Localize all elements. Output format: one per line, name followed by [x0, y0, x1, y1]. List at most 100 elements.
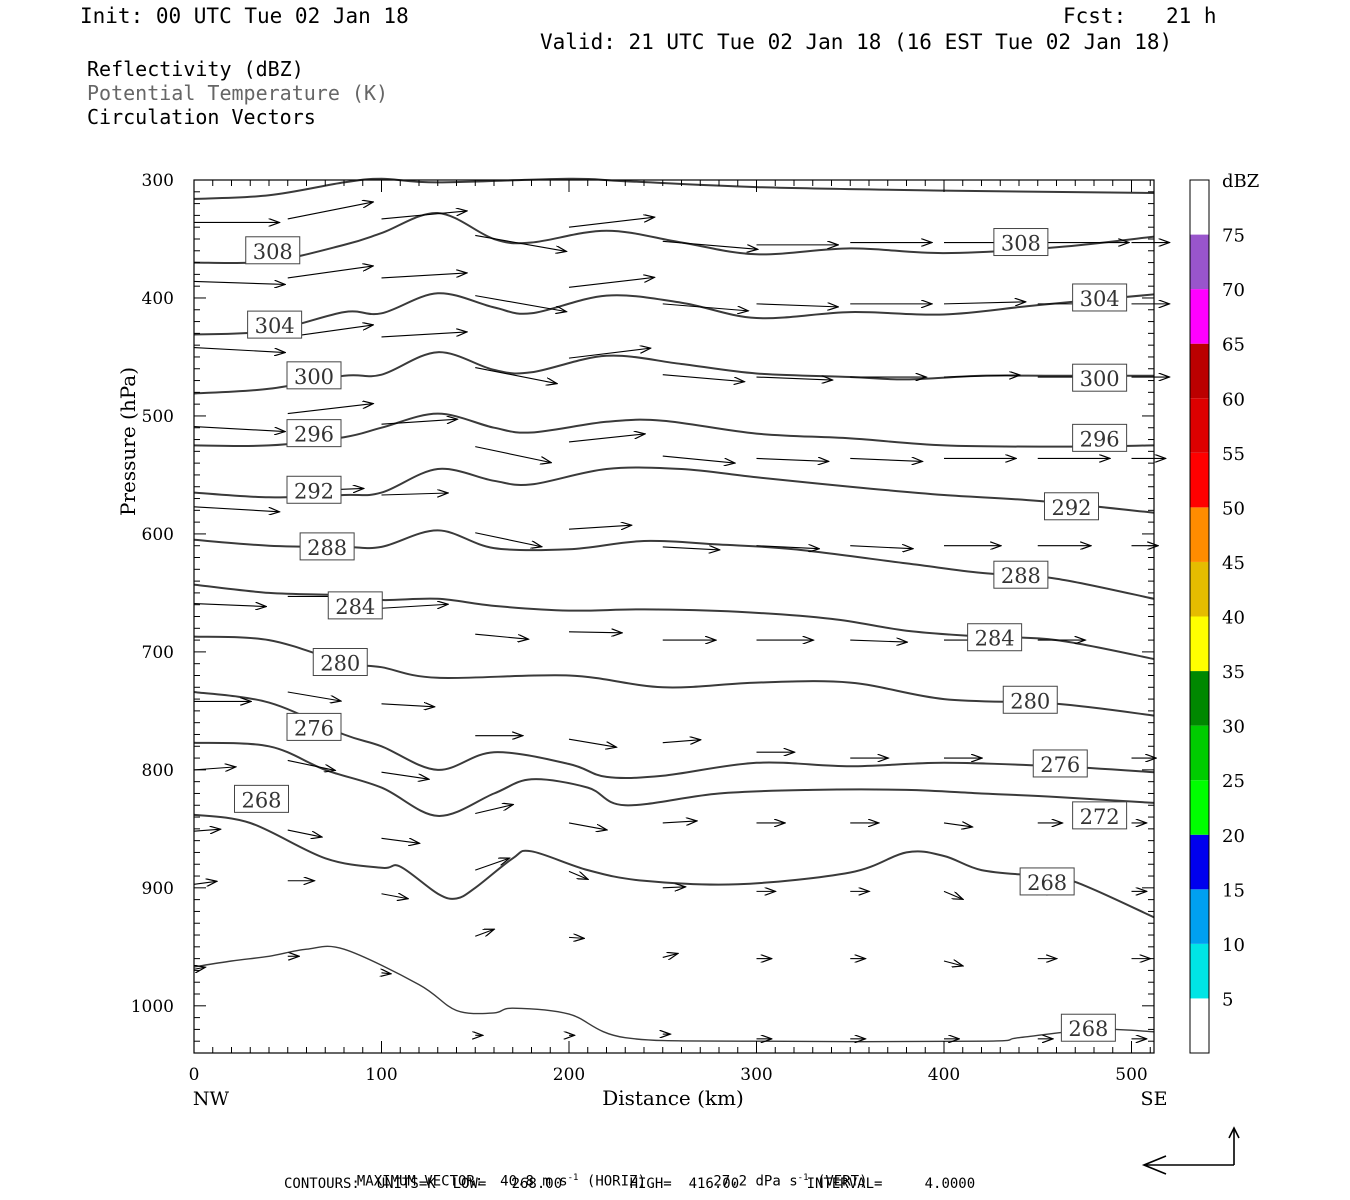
contour-label: 300 — [294, 365, 334, 389]
contour-label-box — [286, 419, 342, 448]
x-tick-label: 0 — [189, 1065, 200, 1085]
circulation-vector — [475, 367, 557, 384]
contour-label: 268 — [1068, 1017, 1108, 1041]
circulation-vector — [568, 525, 632, 529]
colorbar-tick-label: 20 — [1222, 826, 1245, 847]
circulation-vector — [943, 823, 973, 827]
contour-label-box — [993, 560, 1049, 589]
vert-unit-exponent: -1 — [797, 1173, 809, 1183]
colorbar-tick-label: 30 — [1222, 717, 1245, 738]
colorbar-segment — [1190, 507, 1209, 562]
x-end-label-right: SE — [1141, 1088, 1168, 1110]
y-tick-label: 400 — [142, 289, 174, 309]
circulation-vector — [475, 858, 509, 871]
circulation-vector — [287, 759, 336, 770]
x-axis-label: Distance (km) — [602, 1086, 744, 1110]
colorbar-segment — [1190, 452, 1209, 508]
y-tick-label: 1000 — [131, 997, 174, 1017]
contour-label: 284 — [975, 627, 1015, 651]
forecast-hour: 21 h — [1166, 4, 1217, 28]
isentrope-line — [193, 741, 1155, 817]
circulation-vector — [475, 805, 513, 815]
circulation-vector — [193, 346, 285, 353]
contour-label-box — [1044, 492, 1099, 521]
max-vector-label: MAXIMUM VECTOR: — [356, 1173, 484, 1190]
circulation-vector — [381, 604, 449, 608]
circulation-vector — [662, 547, 720, 550]
circulation-vector — [194, 967, 205, 969]
contour-label: 284 — [335, 595, 375, 619]
circulation-vector — [287, 404, 374, 415]
circulation-vector — [381, 894, 409, 899]
circulation-vector — [475, 929, 494, 936]
contour-label-box — [286, 475, 342, 504]
circulation-vector — [662, 455, 735, 463]
y-tick-label: 900 — [142, 879, 174, 899]
x-tick-label: 100 — [365, 1065, 397, 1085]
isentrope-line — [193, 945, 1155, 1043]
contour-label: 268 — [1027, 871, 1067, 895]
circulation-vector — [568, 870, 588, 879]
circulation-vector — [568, 822, 607, 830]
colorbar-segment — [1190, 561, 1209, 617]
x-end-label-left: NW — [193, 1088, 230, 1110]
colorbar-tick-label: 15 — [1222, 880, 1245, 901]
colorbar-segment — [1190, 834, 1209, 890]
contour-label-box — [299, 532, 355, 561]
circulation-vector — [381, 211, 468, 220]
contour-label: 304 — [255, 314, 295, 338]
colorbar-tick-label: 40 — [1222, 608, 1245, 629]
contour-label: 296 — [294, 423, 334, 447]
circulation-vector — [475, 234, 566, 251]
isentrope-line — [193, 177, 1155, 200]
colorbar-segment — [1190, 398, 1209, 453]
circulation-vector — [756, 546, 820, 549]
colorbar-tick-label: 45 — [1222, 553, 1245, 574]
horiz-unit-exponent: -1 — [567, 1173, 579, 1183]
max-vector-horiz-value: 40.8 — [500, 1173, 534, 1190]
isentrope-line — [193, 691, 1155, 780]
colorbar-segment — [1190, 780, 1209, 835]
circulation-vector — [475, 633, 528, 639]
circulation-vector — [662, 240, 758, 249]
circulation-vector — [287, 266, 374, 279]
valid-time: Valid: 21 UTC Tue 02 Jan 18 (16 EST Tue … — [540, 30, 1173, 54]
colorbar-tick-label: 60 — [1222, 389, 1245, 410]
circulation-vector — [662, 303, 749, 311]
contour-label: 304 — [1080, 287, 1120, 311]
reference-vector-icon — [1141, 1126, 1240, 1175]
y-tick-label: 600 — [142, 525, 174, 545]
field-circulation-vectors: Circulation Vectors — [87, 105, 316, 129]
forecast-label: Fcst: — [1063, 4, 1127, 28]
contour-label-box — [967, 623, 1023, 652]
y-tick-label: 800 — [142, 761, 174, 781]
circulation-vector — [381, 419, 458, 425]
contour-label-box — [1019, 867, 1075, 896]
circulation-vector — [193, 281, 285, 284]
circulation-vector — [287, 691, 341, 701]
colorbar-segment — [1190, 943, 1209, 999]
circulation-vector — [382, 973, 392, 974]
circulation-vector — [193, 881, 217, 884]
colorbar-tick-label: 75 — [1222, 226, 1245, 247]
isentrope-line — [193, 412, 1155, 448]
contours-info: CONTOURS: UNITS=K LOW= 268.00 HIGH= 416.… — [284, 1176, 976, 1192]
contour-label: 288 — [307, 536, 347, 560]
contour-label-box — [234, 784, 289, 813]
colorbar-tick-label: 65 — [1222, 335, 1245, 356]
circulation-vector — [287, 202, 374, 220]
x-tick-label: 300 — [740, 1065, 772, 1085]
circulation-vector — [662, 374, 745, 382]
circulation-vector — [850, 546, 913, 549]
contour-label: 300 — [1080, 367, 1120, 391]
circulation-vector — [943, 302, 1026, 304]
contour-label: 292 — [1051, 496, 1091, 520]
contour-label-box — [286, 361, 342, 390]
contour-label-box — [1072, 363, 1128, 392]
colorbar-segment — [1190, 616, 1209, 672]
circulation-vector — [756, 377, 833, 380]
contour-label: 280 — [1010, 689, 1050, 713]
y-axis-label: Pressure (hPa) — [116, 367, 140, 516]
max-vector-horiz-tag: (HORIZ) — [586, 1173, 646, 1190]
